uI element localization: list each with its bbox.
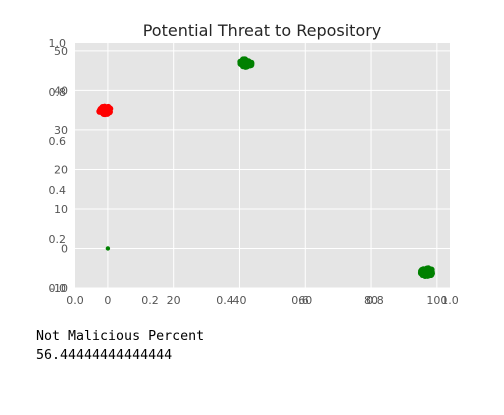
data-point: [237, 58, 244, 66]
x-tick-label: 40: [232, 294, 246, 307]
overlay-x-tick-label: 0.6: [291, 294, 309, 307]
grid-lines: [75, 43, 450, 289]
output-label: Not Malicious Percent: [36, 329, 205, 344]
data-point: [106, 105, 113, 112]
x-tick-label: 60: [298, 294, 312, 307]
y-tick-label: -10: [50, 282, 68, 295]
data-point: [100, 110, 108, 117]
overlay-y-tick-label: 0.8: [49, 86, 67, 99]
overlay-x-tick-label: 1.0: [441, 294, 459, 307]
y-tick-label: 0: [61, 242, 68, 255]
overlay-y-tick-label: 1.0: [49, 37, 67, 50]
data-point: [105, 246, 111, 251]
overlay-y-tick-label: 0.0: [49, 282, 67, 295]
plot-area: [75, 43, 450, 288]
y-tick-label: 20: [54, 163, 68, 176]
overlay-x-tick-label: 0.0: [66, 294, 84, 307]
x-tick-label: 100: [426, 294, 447, 307]
overlay-y-tick-label: 0.6: [49, 135, 67, 148]
overlay-x-tick-label: 0.2: [141, 294, 159, 307]
data-point: [247, 60, 254, 67]
data-point: [101, 103, 108, 111]
y-tick-label: 40: [54, 84, 68, 97]
x-tick-label: 80: [364, 294, 378, 307]
output-value: 56.44444444444444: [36, 348, 173, 363]
y-tick-label: 30: [54, 124, 68, 137]
axis-ticks: 0 20 40 60 80 100 -10 0 10 20 30 40 50 0.0 0.2 0.4 0.6 0.…: [49, 37, 459, 307]
overlay-x-tick-label: 0.4: [216, 294, 234, 307]
y-tick-label: 10: [54, 203, 68, 216]
data-point: [428, 268, 435, 275]
y-tick-label: 50: [54, 45, 68, 58]
data-point: [422, 270, 429, 278]
x-tick-label: 20: [167, 294, 181, 307]
overlay-y-tick-label: 0.2: [49, 233, 67, 246]
overlay-y-tick-label: 0.4: [49, 184, 67, 197]
data-points: [96, 56, 435, 279]
overlay-x-tick-label: 0.8: [366, 294, 384, 307]
x-tick-label: 0: [104, 294, 111, 307]
chart-title: Potential Threat to Repository: [143, 21, 382, 40]
